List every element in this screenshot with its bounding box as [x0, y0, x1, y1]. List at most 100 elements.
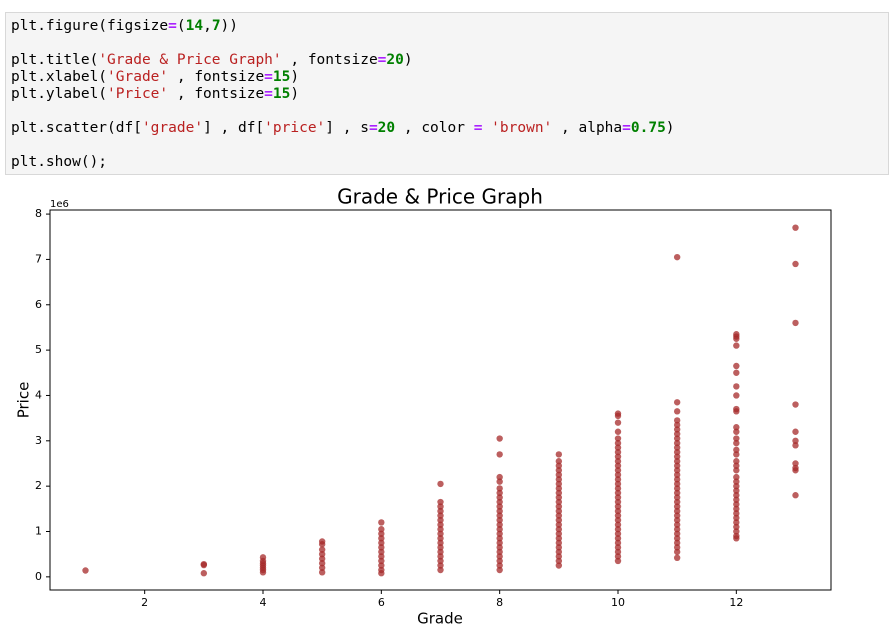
code-token: =: [368, 120, 378, 136]
point: [200, 561, 208, 569]
point: [614, 444, 622, 451]
point: [673, 535, 681, 542]
code-line: [11, 137, 888, 154]
point: [614, 494, 622, 501]
code-token: , fontsize: [281, 52, 378, 68]
point: [378, 548, 385, 556]
point: [733, 458, 740, 465]
point: [733, 514, 740, 522]
point: [673, 426, 681, 433]
point: [614, 526, 622, 533]
point: [496, 512, 503, 519]
code-token: 'grade': [141, 120, 204, 136]
point: [614, 544, 622, 551]
point: [673, 458, 681, 465]
code-line: plt.show();: [11, 154, 888, 171]
point: [496, 521, 503, 528]
y-tick-label: 3: [35, 434, 42, 447]
point: [437, 548, 444, 556]
point: [673, 494, 681, 501]
x-tick-label: 10: [611, 596, 625, 609]
point: [733, 478, 740, 485]
point: [378, 544, 385, 551]
code-token: ] , df[: [203, 120, 265, 136]
point: [614, 516, 622, 524]
point: [733, 446, 740, 454]
point: [378, 562, 385, 569]
point: [437, 562, 444, 569]
point: [378, 570, 385, 577]
point: [733, 487, 740, 494]
point: [437, 480, 444, 488]
point: [378, 526, 385, 533]
code-token: =: [168, 18, 177, 34]
code-token: 0.75: [630, 120, 666, 136]
point: [614, 498, 622, 506]
code-token: ): [665, 120, 675, 136]
point: [792, 260, 799, 268]
code-token: plt.show();: [11, 154, 108, 170]
point: [555, 451, 563, 458]
code-line: plt.title('Grade & Price Graph' , fontsi…: [11, 52, 888, 69]
point: [614, 503, 622, 510]
point: [318, 546, 326, 553]
point: [673, 448, 681, 456]
code-line: [11, 35, 888, 52]
code-token: 7: [211, 18, 221, 34]
point: [614, 412, 622, 420]
point: [673, 507, 681, 515]
point: [673, 548, 681, 556]
code-token: 20: [386, 52, 404, 68]
y-tick-label: 7: [35, 252, 42, 265]
point: [496, 553, 503, 560]
code-token: 'Grade & Price Graph': [98, 52, 282, 68]
point: [496, 503, 503, 510]
code-token: plt.figure(figsize: [11, 18, 169, 34]
point: [673, 471, 681, 479]
point: [614, 480, 622, 488]
point: [437, 566, 444, 574]
point: [614, 439, 622, 447]
x-tick-label: 8: [496, 596, 503, 609]
point: [792, 224, 799, 231]
point: [733, 335, 740, 342]
code-token: 14: [185, 18, 204, 34]
y-tick-label: 2: [35, 479, 42, 492]
point: [614, 453, 622, 460]
point: [733, 501, 740, 508]
point: [555, 485, 563, 492]
point: [733, 482, 740, 490]
point: [614, 535, 622, 542]
point: [673, 417, 681, 424]
point: [437, 530, 444, 537]
code-token: , fontsize: [168, 69, 265, 85]
point: [733, 473, 740, 481]
point: [496, 494, 503, 501]
point: [437, 553, 444, 560]
point: [496, 548, 503, 556]
point: [82, 567, 89, 574]
code-token: 'price': [264, 120, 326, 136]
point: [673, 408, 681, 415]
point: [614, 489, 622, 497]
point: [437, 521, 444, 528]
point: [614, 471, 622, 479]
code-token: ): [290, 86, 300, 102]
point: [496, 498, 503, 506]
point: [792, 437, 799, 445]
code-token: plt.scatter(df[: [11, 120, 142, 136]
point: [673, 435, 681, 442]
point: [496, 516, 503, 524]
point: [496, 507, 503, 515]
y-axis-label: Price: [15, 382, 33, 419]
point: [673, 421, 681, 429]
point: [555, 498, 563, 506]
point: [792, 492, 799, 499]
point: [614, 476, 622, 483]
point: [555, 521, 563, 528]
point: [378, 557, 385, 565]
code-token: 20: [377, 120, 396, 136]
point: [259, 569, 267, 576]
point: [733, 492, 740, 499]
point: [378, 519, 385, 526]
